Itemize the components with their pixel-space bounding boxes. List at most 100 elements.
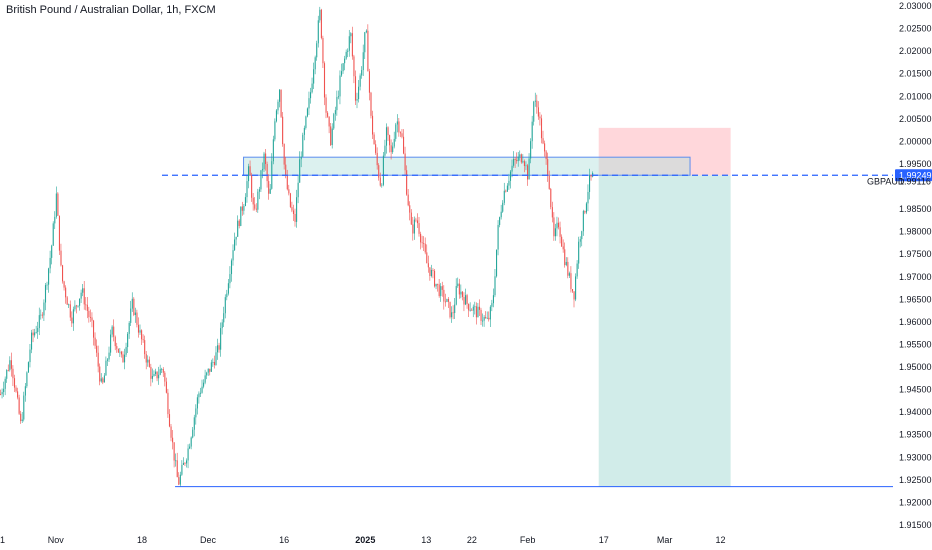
candle-body (192, 429, 194, 438)
candle-body (181, 464, 183, 475)
candle-body (460, 291, 462, 295)
candle-body (127, 333, 129, 348)
candle-body (348, 36, 350, 51)
candle-body (364, 32, 366, 53)
candle-body (21, 419, 23, 422)
time-tick-label: 12 (715, 535, 725, 545)
candle-body (508, 180, 510, 186)
candle-body (145, 354, 147, 363)
candle-body (173, 442, 175, 461)
candle-body (74, 305, 76, 310)
candle-body (108, 352, 110, 360)
candles-layer (0, 6, 594, 488)
candle-body (263, 153, 265, 170)
candle-body (224, 297, 226, 314)
candle-body (396, 121, 398, 125)
candle-body (519, 154, 521, 157)
candle-body (471, 309, 473, 311)
candle-body (246, 181, 248, 198)
candle-body (51, 245, 53, 258)
candle-body (544, 143, 546, 152)
candle-body (571, 289, 574, 292)
candle-body (562, 246, 564, 250)
candle-body (403, 136, 405, 154)
candle-body (499, 217, 501, 225)
candle-body (68, 304, 70, 306)
candle-body (412, 224, 414, 234)
supply-zone-rectangle[interactable] (243, 156, 691, 176)
candle-body (24, 386, 26, 396)
candle-body (260, 170, 262, 190)
stop-loss-zone[interactable] (598, 127, 731, 176)
candle-body (513, 158, 515, 166)
candle-body (128, 322, 130, 334)
candle-body (409, 205, 411, 213)
candle-body (465, 295, 467, 305)
candle-body (18, 397, 20, 414)
candle-body (305, 116, 307, 128)
candle-body (124, 354, 126, 363)
candle-body (144, 340, 146, 355)
candle-body (494, 276, 496, 296)
candle-body (94, 337, 96, 346)
price-tick-label: 1.97500 (899, 249, 932, 259)
candle-body (522, 161, 524, 163)
candle-body (449, 301, 451, 318)
candle-body (376, 152, 378, 166)
candle-body (209, 368, 211, 372)
candle-body (286, 174, 288, 190)
candle-body (351, 33, 353, 57)
candle-body (261, 169, 264, 171)
candle-body (213, 361, 215, 366)
candle-body (558, 222, 560, 228)
candle-body (111, 326, 113, 335)
candle-body (587, 191, 589, 204)
candle-body (190, 437, 192, 447)
candle-body (170, 426, 172, 438)
candle-body (426, 252, 428, 264)
candle-body (517, 156, 519, 162)
candle-body (545, 151, 547, 160)
candle-body (196, 397, 198, 409)
candle-body (392, 146, 394, 153)
candle-body (223, 313, 225, 323)
candle-body (372, 115, 374, 135)
candle-body (441, 286, 443, 290)
candle-body (415, 219, 417, 221)
candle-body (272, 139, 274, 162)
take-profit-zone[interactable] (598, 175, 731, 487)
candle-body (469, 309, 471, 311)
candle-body (375, 144, 377, 153)
candle-body (407, 194, 409, 206)
candle-body (475, 306, 477, 318)
candle-body (240, 206, 242, 226)
candle-body (306, 108, 308, 117)
candle-body (317, 20, 319, 44)
candle-body (461, 291, 463, 297)
candle-body (125, 347, 127, 355)
candle-body (575, 276, 577, 300)
candle-body (156, 371, 158, 379)
time-tick-label: Feb (520, 535, 536, 545)
candle-body (554, 228, 556, 237)
price-axis[interactable]: 2.03000 2.02500 2.02000 2.01500 2.01000 2.005… (867, 1, 932, 530)
candle-body (122, 354, 124, 363)
candle-body (506, 185, 508, 192)
candle-body (294, 213, 296, 222)
price-tick-label: 1.95000 (899, 362, 932, 372)
candle-body (393, 138, 395, 147)
candle-body (556, 222, 558, 229)
candle-body (359, 75, 361, 87)
candle-body (201, 386, 203, 393)
candle-body (424, 243, 426, 253)
candle-body (57, 193, 59, 216)
candle-body (288, 189, 290, 194)
candle-body (347, 50, 349, 52)
candle-body (406, 170, 408, 195)
price-tick-label: 2.01000 (899, 91, 932, 101)
candle-body (337, 96, 339, 98)
time-axis[interactable]: 21 Nov 18 Dec 16 2025 13 22 Feb 17 Mar 12 (0, 535, 725, 545)
candle-body (527, 165, 529, 180)
candle-body (218, 345, 220, 350)
